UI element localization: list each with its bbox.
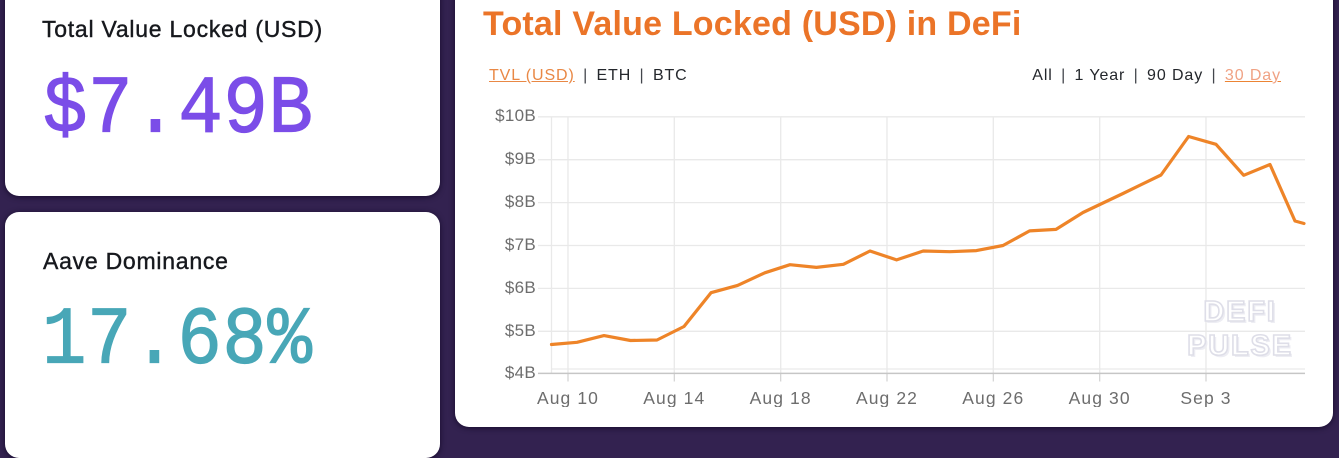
svg-text:$7B: $7B <box>505 235 536 254</box>
svg-text:Aug 14: Aug 14 <box>643 388 705 407</box>
svg-text:$8B: $8B <box>505 192 536 211</box>
svg-text:PULSE: PULSE <box>1189 332 1295 364</box>
svg-text:DEFI: DEFI <box>1205 298 1278 330</box>
svg-text:$4B: $4B <box>505 363 536 382</box>
svg-text:Aug 22: Aug 22 <box>856 388 918 407</box>
svg-text:Aug 18: Aug 18 <box>750 388 812 407</box>
svg-text:$9B: $9B <box>505 149 536 168</box>
svg-text:Aug 10: Aug 10 <box>537 388 599 407</box>
svg-text:Sep 3: Sep 3 <box>1180 388 1231 407</box>
svg-text:$6B: $6B <box>505 278 536 297</box>
svg-text:$10B: $10B <box>495 106 536 125</box>
svg-text:DEFI: DEFI <box>1203 296 1276 328</box>
svg-text:Aug 30: Aug 30 <box>1069 388 1131 407</box>
svg-text:$5B: $5B <box>505 321 536 340</box>
svg-text:PULSE: PULSE <box>1187 330 1293 362</box>
svg-text:Aug 26: Aug 26 <box>962 388 1024 407</box>
